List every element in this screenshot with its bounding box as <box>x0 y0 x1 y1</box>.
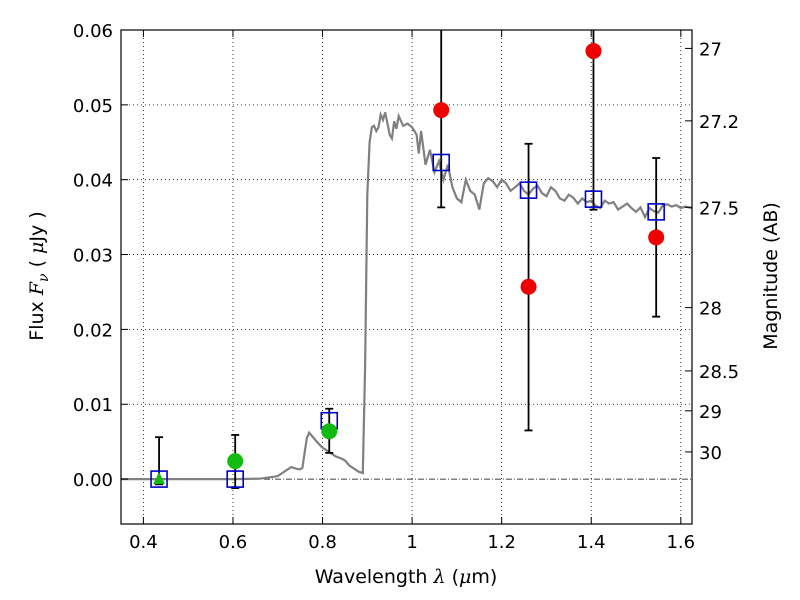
y2-tick-label: 30 <box>699 443 722 464</box>
x-tick-label: 0.8 <box>308 532 337 553</box>
observed-point <box>520 278 537 295</box>
observed-point <box>648 229 665 246</box>
green-point <box>321 423 338 440</box>
model-flux-square <box>584 190 603 208</box>
tick-labels: 0.4 0.6 0.8 1 1.2 1.4 1.6 0.00 0.01 0.02 0.03 0.04 0… <box>73 21 739 553</box>
y-tick-label: 0.03 <box>73 246 113 267</box>
model-flux-square <box>647 203 665 221</box>
y-tick-label: 0.02 <box>73 320 113 341</box>
green-point <box>227 453 244 470</box>
y2-tick-label: 28 <box>699 299 722 320</box>
x-tick-label: 1.6 <box>666 532 695 553</box>
x-tick-label: 1 <box>406 532 417 553</box>
y-tick-label: 0.05 <box>73 96 113 117</box>
x-tick-label: 0.4 <box>129 532 158 553</box>
y-tick-label: 0.06 <box>73 21 113 42</box>
y-tick-label: 0.01 <box>73 395 113 416</box>
green-triangle-marker <box>153 472 166 485</box>
y-tick-label: 0.00 <box>73 470 113 491</box>
data-markers <box>150 42 665 488</box>
y2-tick-label: 27.2 <box>699 112 739 133</box>
x-tick-label: 0.6 <box>219 532 248 553</box>
x-tick-label: 1.4 <box>577 532 606 553</box>
y2-axis-label: Magnitude (AB) <box>760 202 782 350</box>
model-flux-square <box>150 470 168 488</box>
y2-tick-label: 28.5 <box>699 362 739 383</box>
y2-tick-label: 27 <box>699 39 722 60</box>
model-spectrum-line <box>121 110 693 481</box>
model-flux-square <box>226 470 244 488</box>
x-axis-label: Wavelength λ (μm) <box>315 566 498 588</box>
observed-point <box>433 102 450 119</box>
observed-point <box>585 42 602 59</box>
model-flux-square <box>432 153 451 172</box>
y-axis-label: Flux Fν ( μJy ) <box>26 211 52 340</box>
y2-tick-label: 27.5 <box>699 198 739 219</box>
model-flux-square <box>519 181 538 199</box>
x-tick-label: 1.2 <box>487 532 516 553</box>
y2-tick-label: 29 <box>699 402 722 423</box>
plot-frame <box>120 29 693 525</box>
y-tick-label: 0.04 <box>73 171 113 192</box>
axis-ticks <box>121 29 692 524</box>
